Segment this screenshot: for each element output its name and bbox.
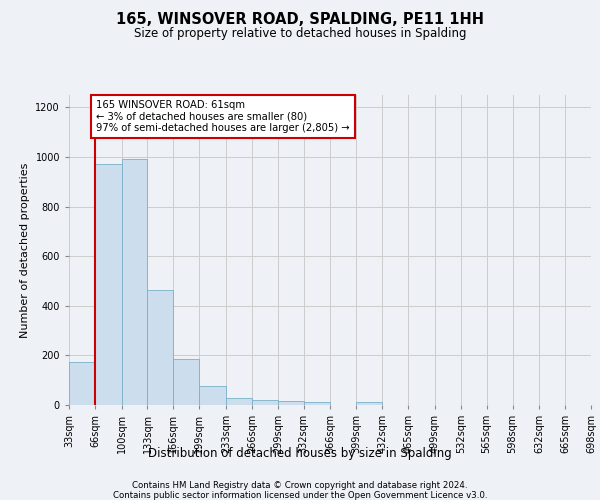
Bar <box>122 160 148 405</box>
Text: 165 WINSOVER ROAD: 61sqm
← 3% of detached houses are smaller (80)
97% of semi-de: 165 WINSOVER ROAD: 61sqm ← 3% of detache… <box>97 100 350 133</box>
Bar <box>278 400 304 405</box>
Text: Distribution of detached houses by size in Spalding: Distribution of detached houses by size … <box>148 448 452 460</box>
Text: Contains public sector information licensed under the Open Government Licence v3: Contains public sector information licen… <box>113 491 487 500</box>
Y-axis label: Number of detached properties: Number of detached properties <box>20 162 30 338</box>
Text: Size of property relative to detached houses in Spalding: Size of property relative to detached ho… <box>134 28 466 40</box>
Bar <box>226 398 252 405</box>
Bar <box>199 386 226 405</box>
Bar <box>252 400 278 405</box>
Bar <box>356 402 382 405</box>
Bar <box>173 359 199 405</box>
Text: 165, WINSOVER ROAD, SPALDING, PE11 1HH: 165, WINSOVER ROAD, SPALDING, PE11 1HH <box>116 12 484 28</box>
Bar <box>95 164 122 405</box>
Bar <box>304 402 331 405</box>
Bar <box>148 290 173 405</box>
Bar <box>69 362 95 405</box>
Text: Contains HM Land Registry data © Crown copyright and database right 2024.: Contains HM Land Registry data © Crown c… <box>132 481 468 490</box>
